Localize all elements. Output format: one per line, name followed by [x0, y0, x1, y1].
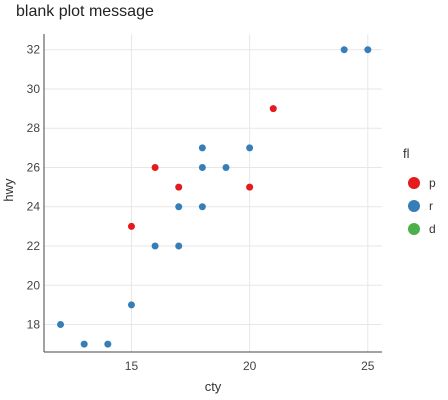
data-point-r: [104, 340, 112, 348]
legend-label-d: d: [429, 222, 436, 236]
y-tick-label: 28: [27, 121, 41, 135]
y-tick-label: 24: [27, 200, 41, 214]
legend-swatch-r: [408, 200, 420, 212]
data-point-r: [175, 242, 183, 250]
y-tick-label: 22: [27, 239, 41, 253]
y-tick-label: 32: [27, 43, 41, 57]
data-point-r: [151, 242, 159, 250]
data-point-p: [175, 183, 183, 191]
legend-swatch-d: [408, 223, 420, 235]
data-point-r: [246, 144, 254, 152]
y-tick-label: 30: [27, 82, 41, 96]
data-point-r: [364, 46, 372, 54]
data-point-r: [198, 163, 206, 171]
data-point-r: [198, 144, 206, 152]
axis-layer: 15 20 25 18 20 22 24 26 28 30 32: [27, 34, 382, 373]
data-point-p: [246, 183, 254, 191]
data-point-r: [222, 163, 230, 171]
x-tick-label: 20: [243, 359, 257, 373]
data-point-r: [57, 321, 65, 329]
legend: fl prd: [403, 146, 436, 236]
legend-label-r: r: [429, 199, 433, 213]
x-tick-label: 25: [361, 359, 375, 373]
grid-layer: [44, 34, 382, 352]
y-axis-title: hwy: [1, 178, 16, 202]
legend-swatch-p: [408, 177, 420, 189]
data-point-r: [340, 46, 348, 54]
data-point-p: [151, 163, 159, 171]
y-tick-label: 18: [27, 318, 41, 332]
data-point-p: [127, 222, 135, 230]
data-point-r: [198, 203, 206, 211]
data-point-r: [80, 340, 88, 348]
y-tick-label: 26: [27, 160, 41, 174]
chart-title: blank plot message: [16, 3, 154, 20]
data-point-p: [269, 105, 277, 113]
x-tick-label: 15: [125, 359, 139, 373]
data-point-r: [127, 301, 135, 309]
points-layer: [57, 46, 372, 348]
data-point-r: [175, 203, 183, 211]
legend-label-p: p: [429, 176, 436, 190]
y-tick-label: 20: [27, 278, 41, 292]
legend-title: fl: [403, 146, 410, 161]
x-axis-title: cty: [205, 379, 222, 394]
